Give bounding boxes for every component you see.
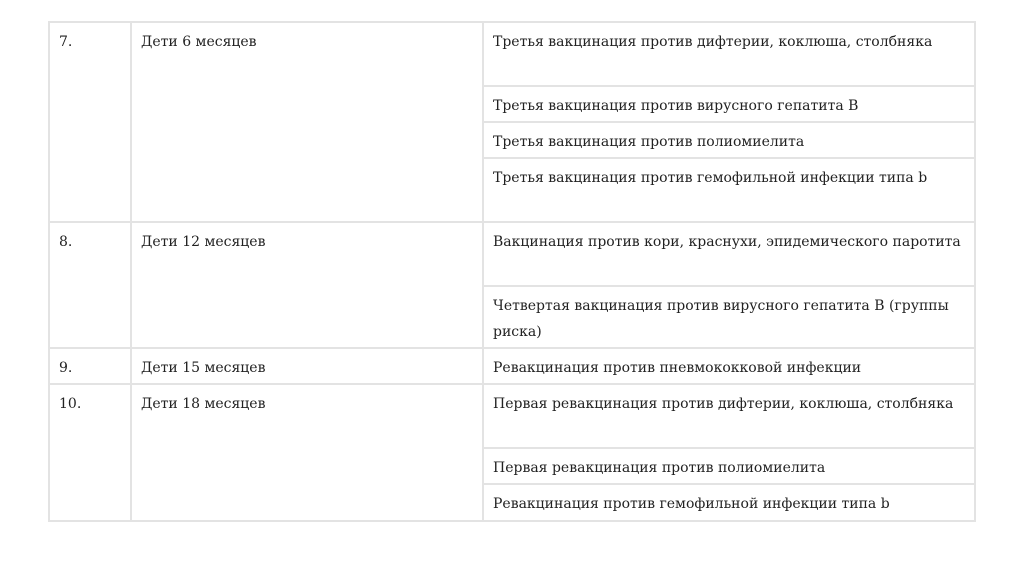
row-number: 9. [48, 347, 132, 385]
row-number: 10. [48, 383, 132, 522]
table-row: 10. Дети 18 месяцев Первая ревакцинация пр… [48, 383, 976, 522]
vaccination-item: Третья вакцинация против гемофильной инф… [482, 157, 976, 223]
age-group: Дети 15 месяцев [130, 347, 484, 385]
vaccination-item: Третья вакцинация против полиомиелита [482, 121, 976, 159]
table-row: Третья вакцинация против полиомиелита [49, 121, 976, 159]
age-group: Дети 18 месяцев [130, 383, 484, 522]
vaccination-item: Первая ревакцинация против дифтерии, кок… [482, 383, 976, 449]
table-row: Первая ревакцинация против полиомиелита [49, 447, 976, 485]
table-row: 8. Дети 12 месяцев Вакцинация против кори,… [48, 221, 976, 349]
table-row: Третья вакцинация против вирусного гепат… [49, 85, 976, 123]
table-row: 7. Дети 6 месяцев Третья вакцинация против… [48, 21, 976, 223]
vaccination-item: Первая ревакцинация против полиомиелита [482, 447, 976, 485]
vaccination-item: Третья вакцинация против дифтерии, коклю… [482, 21, 976, 87]
table-row: Третья вакцинация против гемофильной инф… [49, 157, 976, 223]
age-group: Дети 12 месяцев [130, 221, 484, 349]
vaccination-item: Ревакцинация против гемофильной инфекции… [482, 483, 976, 522]
age-group: Дети 6 месяцев [130, 21, 484, 223]
row-number: 7. [48, 21, 132, 223]
table-row: Четвертая вакцинация против вирусного ге… [49, 285, 976, 349]
table-row: Ревакцинация против гемофильной инфекции… [49, 483, 976, 522]
vaccination-schedule-table: 7. Дети 6 месяцев Третья вакцинация против… [48, 21, 976, 522]
table-row: 9. Дети 15 месяцев Ревакцинация против пне… [48, 347, 976, 385]
vaccination-item: Ревакцинация против пневмококковой инфек… [482, 347, 976, 385]
vaccination-item: Вакцинация против кори, краснухи, эпидем… [482, 221, 976, 287]
row-number: 8. [48, 221, 132, 349]
vaccination-item: Третья вакцинация против вирусного гепат… [482, 85, 976, 123]
vaccination-item: Четвертая вакцинация против вирусного ге… [482, 285, 976, 349]
